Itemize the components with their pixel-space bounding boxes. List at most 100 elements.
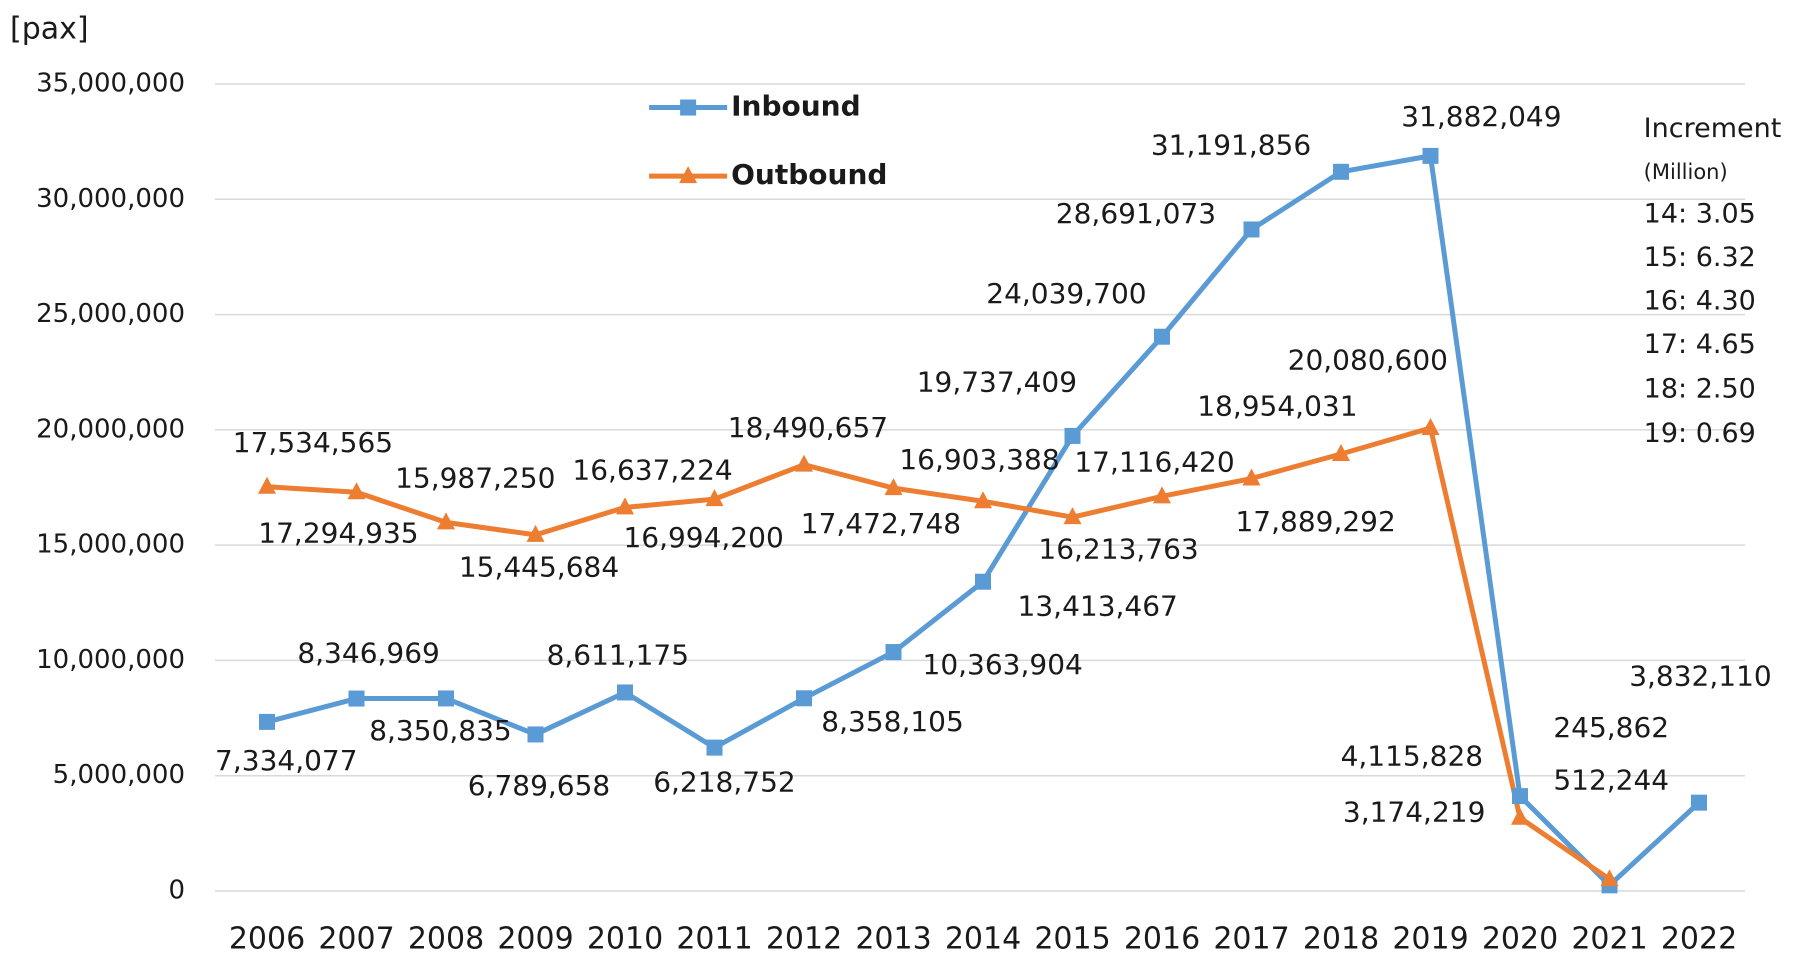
x-tick-label: 2007 (318, 922, 394, 957)
x-tick-label: 2013 (855, 922, 931, 957)
data-label: 16,637,224 (572, 453, 732, 486)
annotation: 14: 3.05 (1644, 199, 1756, 230)
x-tick-label: 2010 (587, 922, 663, 957)
y-tick-label: 20,000,000 (36, 414, 185, 444)
data-label: 8,346,969 (297, 636, 440, 669)
marker (1153, 486, 1171, 504)
x-tick-label: 2019 (1392, 922, 1468, 957)
marker (1064, 427, 1081, 444)
data-label: 10,363,904 (923, 648, 1083, 681)
data-label: 18,490,657 (728, 411, 888, 444)
x-tick-label: 2014 (945, 922, 1021, 957)
data-label: 17,294,935 (258, 516, 418, 549)
marker (348, 690, 365, 707)
x-tick-label: 2009 (497, 922, 573, 957)
x-tick-label: 2017 (1213, 922, 1289, 957)
x-tick-label: 2008 (408, 922, 484, 957)
data-label: 20,080,600 (1288, 344, 1448, 377)
marker (1691, 794, 1707, 811)
marker (1511, 807, 1529, 825)
data-label: 16,213,763 (1038, 532, 1198, 565)
marker (1600, 869, 1619, 887)
data-label: 17,472,748 (801, 507, 961, 540)
marker (706, 739, 723, 756)
legend-label: Outbound (731, 158, 887, 191)
data-label: 4,115,828 (1341, 739, 1484, 772)
data-label: 15,445,684 (459, 551, 619, 584)
data-label: 8,350,835 (369, 714, 512, 747)
x-tick-label: 2012 (766, 922, 842, 957)
annotation: (Million) (1644, 160, 1728, 184)
x-tick-label: 2021 (1571, 922, 1647, 957)
data-label: 3,174,219 (1343, 795, 1486, 828)
data-label: 7,334,077 (215, 744, 358, 777)
data-label: 16,903,388 (899, 443, 1059, 476)
x-tick-label: 2022 (1661, 922, 1737, 957)
data-label: 6,789,658 (468, 769, 611, 802)
marker (796, 690, 812, 707)
marker (258, 476, 276, 494)
data-label: 8,358,105 (821, 705, 964, 738)
data-label: 6,218,752 (653, 766, 796, 799)
data-label: 17,116,420 (1074, 445, 1234, 478)
marker (438, 690, 454, 707)
marker (795, 454, 813, 472)
data-label: 31,191,856 (1151, 128, 1311, 161)
marker (616, 497, 634, 515)
data-label: 31,882,049 (1401, 100, 1561, 133)
x-tick-label: 2015 (1034, 922, 1110, 957)
y-tick-label: 30,000,000 (36, 184, 185, 214)
legend-marker (680, 99, 697, 116)
marker (1063, 507, 1082, 525)
x-tick-label: 2016 (1124, 922, 1200, 957)
annotation: 17: 4.65 (1644, 329, 1756, 360)
marker (1333, 163, 1349, 180)
annotation: 15: 6.32 (1644, 242, 1756, 273)
data-label: 15,987,250 (395, 461, 555, 494)
marker (1422, 147, 1439, 164)
marker (617, 684, 633, 701)
annotation: 16: 4.30 (1644, 286, 1756, 317)
data-label: 17,889,292 (1235, 505, 1395, 538)
y-tick-label: 25,000,000 (36, 299, 185, 329)
marker (885, 644, 902, 661)
data-label: 17,534,565 (233, 426, 393, 459)
marker (259, 713, 275, 730)
y-tick-label: 10,000,000 (36, 645, 185, 675)
data-label: 18,954,031 (1197, 389, 1357, 422)
x-tick-label: 2020 (1482, 922, 1558, 957)
marker (1243, 221, 1260, 238)
marker (975, 573, 991, 590)
data-label: 8,611,175 (547, 639, 690, 672)
y-axis-label: [pax] (10, 12, 89, 47)
marker (705, 489, 724, 507)
x-tick-label: 2018 (1303, 922, 1379, 957)
data-label: 512,244 (1553, 763, 1669, 796)
data-label: 245,862 (1553, 711, 1669, 744)
annotation: 18: 2.50 (1644, 374, 1756, 405)
x-tick-label: 2011 (676, 922, 752, 957)
marker (1512, 788, 1528, 805)
marker (347, 482, 366, 500)
marker (526, 524, 545, 542)
annotation: 19: 0.69 (1644, 418, 1756, 449)
marker (527, 726, 544, 743)
y-tick-label: 5,000,000 (53, 760, 185, 790)
x-tick-label: 2006 (229, 922, 305, 957)
y-tick-label: 0 (168, 876, 185, 906)
marker (1154, 328, 1170, 345)
series-line (266, 425, 1611, 882)
marker (1332, 443, 1350, 461)
data-label: 19,737,409 (917, 365, 1077, 398)
data-label: 16,994,200 (623, 521, 783, 554)
data-label: 24,039,700 (986, 277, 1146, 310)
marker (1242, 468, 1261, 486)
marker (437, 512, 455, 530)
data-label: 13,413,467 (1018, 589, 1178, 622)
annotation: Increment (1644, 113, 1782, 144)
data-label: 28,691,073 (1056, 197, 1216, 230)
data-label: 3,832,110 (1629, 659, 1772, 692)
marker (1421, 417, 1440, 435)
legend-marker (679, 166, 698, 184)
legend-label: Inbound (731, 90, 861, 123)
